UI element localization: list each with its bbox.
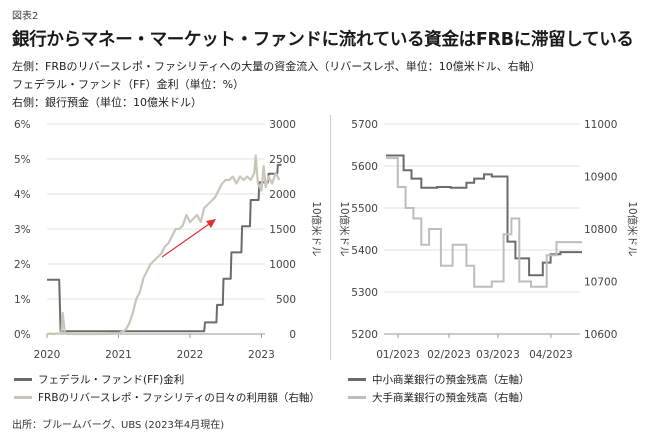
- x-tick-label: 03/2023: [476, 349, 520, 361]
- y-left-tick-label: 5600: [351, 161, 378, 173]
- x-tick-label: 01/2023: [376, 349, 420, 361]
- series-line-large-banks: [386, 157, 582, 288]
- y-left-tick-label: 6%: [14, 119, 31, 131]
- legend-swatch-small-banks: [348, 378, 366, 381]
- y-left-tick-label: 2%: [14, 259, 31, 271]
- y-left-tick-label: 5300: [351, 287, 378, 299]
- y-right-axis-label: 10億米ドル: [310, 201, 323, 256]
- y-left-tick-label: 3%: [14, 224, 31, 236]
- legend-label-ff-rate: フェデラル・ファンド(FF)金利: [38, 374, 185, 386]
- y-right-tick-label: 2500: [269, 154, 296, 166]
- x-tick-label: 2020: [34, 349, 61, 361]
- y-left-tick-label: 4%: [14, 189, 31, 201]
- x-tick-label: 04/2023: [529, 349, 573, 361]
- trend-arrow-line: [161, 221, 213, 258]
- y-left-tick-label: 5500: [351, 203, 378, 215]
- y-left-tick-label: 5%: [14, 154, 31, 166]
- y-right-tick-label: 2000: [269, 189, 296, 201]
- y-right-tick-label: 10600: [584, 329, 617, 341]
- chart-title: 銀行からマネー・マーケット・ファンドに流れている資金はFRBに滞留している: [12, 30, 634, 50]
- y-left-tick-label: 5700: [351, 119, 378, 131]
- x-tick-label: 2022: [177, 349, 204, 361]
- legend-item-ff-rate: フェデラル・ファンド(FF)金利: [14, 372, 184, 387]
- y-left-tick-label: 5400: [351, 245, 378, 257]
- legend-label-reverse-repo: FRBのリバースレポ・ファシリティの日々の利用額（右軸）: [38, 392, 320, 404]
- legend-swatch-ff-rate: [14, 378, 32, 381]
- y-right-tick-label: 1000: [269, 259, 296, 271]
- y-right-tick-label: 10900: [584, 172, 617, 184]
- legend-swatch-large-banks: [348, 396, 366, 399]
- x-tick-label: 2023: [248, 349, 275, 361]
- y-right-tick-label: 10700: [584, 277, 617, 289]
- y-right-tick-label: 11000: [584, 119, 617, 131]
- description-line-1: 左側：FRBのリバースレポ・ファシリティへの大量の資金流入（リバースレポ、単位：…: [12, 60, 541, 73]
- y-right-tick-label: 0: [289, 329, 296, 341]
- y-right-tick-label: 1500: [269, 224, 296, 236]
- y-left-tick-label: 1%: [14, 294, 31, 306]
- y-right-axis-label: 10億米ドル: [626, 201, 639, 256]
- figure-label: 図表2: [12, 11, 39, 22]
- y-left-axis-label: 10億米ドル: [338, 201, 351, 256]
- x-tick-label: 2021: [105, 349, 132, 361]
- series-line-reverse-repo: [46, 154, 281, 336]
- y-left-tick-label: 0%: [14, 329, 31, 341]
- legend-item-small-banks: 中小商業銀行の預金残高（左軸）: [348, 372, 530, 387]
- legend-swatch-reverse-repo: [14, 396, 32, 399]
- x-tick-label: 02/2023: [427, 349, 471, 361]
- legend-label-small-banks: 中小商業銀行の預金残高（左軸）: [372, 374, 530, 386]
- legend-item-large-banks: 大手商業銀行の預金残高（右軸）: [348, 390, 530, 405]
- left-chart: 0% 1% 2% 3% 4% 5% 6% 0 500 1000 1500 2000 2500 3000 10…: [14, 119, 323, 361]
- series-line-small-banks: [386, 154, 582, 277]
- y-right-tick-label: 500: [276, 294, 296, 306]
- source-note: 出所：ブルームバーグ、UBS (2023年4月現在): [12, 420, 225, 431]
- trend-arrow-head: [206, 219, 216, 228]
- y-right-tick-label: 3000: [269, 119, 296, 131]
- description-line-3: 右側：銀行預金（単位：10億米ドル）: [12, 96, 202, 109]
- panel-divider: [330, 115, 331, 360]
- legend-item-reverse-repo: FRBのリバースレポ・ファシリティの日々の利用額（右軸）: [14, 390, 320, 405]
- description-line-2: フェデラル・ファンド（FF）金利（単位：%）: [12, 78, 245, 91]
- right-chart: 5200 5300 5400 5500 5600 5700 10600 10700 10800 1…: [338, 119, 639, 361]
- y-left-tick-label: 5200: [351, 329, 378, 341]
- y-right-tick-label: 10800: [584, 224, 617, 236]
- legend-label-large-banks: 大手商業銀行の預金残高（右軸）: [372, 392, 530, 404]
